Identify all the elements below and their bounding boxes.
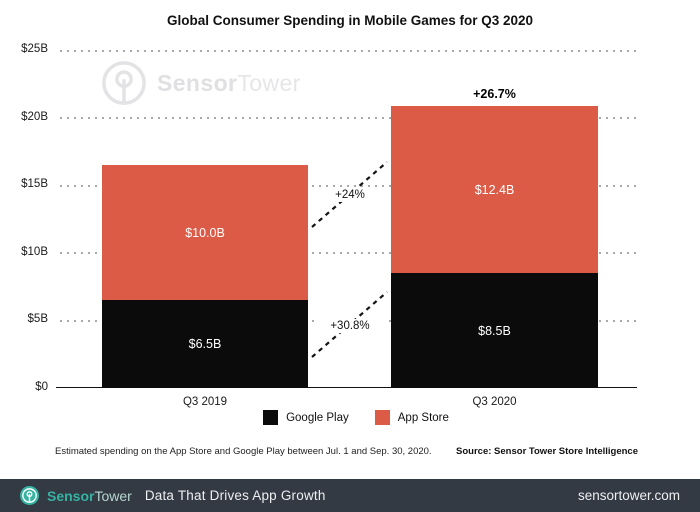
x-axis-label: Q3 2020 (472, 396, 517, 408)
bar-segment-app-store: $12.4B (391, 105, 598, 274)
y-axis-tick-label: $25B (21, 43, 48, 55)
growth-label: +24% (314, 188, 386, 202)
y-axis-tick-label: $20B (21, 110, 48, 123)
sensortower-footer-logo-icon (20, 486, 39, 505)
footnote-row: Estimated spending on the App Store and … (55, 446, 638, 457)
chart-title: Global Consumer Spending in Mobile Games… (166, 13, 534, 28)
footer-bar: SensorTower Data That Drives App Growth … (0, 479, 700, 512)
sensortower-logo-icon (102, 61, 146, 105)
watermark: Sensor Tower (101, 60, 301, 106)
bar-segment-app-store: $10.0B (102, 165, 308, 301)
growth-label: +30.8% (314, 319, 386, 333)
y-axis-tick-label: $5B (27, 313, 48, 325)
bar-value-label: $8.5B (478, 323, 511, 338)
x-axis-label: Q3 2019 (182, 396, 228, 408)
methodology-note: Estimated spending on the App Store and … (55, 446, 432, 457)
watermark-brand-bold: Sensor (157, 69, 238, 96)
footer-tagline: Data That Drives App Growth (144, 488, 326, 503)
source-credit: Source: Sensor Tower Store Intelligence (456, 446, 638, 457)
x-axis-line (56, 387, 637, 388)
y-axis-tick-label: $15B (21, 178, 48, 190)
watermark-brand-light: Tower (237, 69, 301, 96)
plot-area: Sensor Tower $0 $5B $10B $15B $20B $25B $6.5B $1… (21, 43, 637, 408)
gridline (60, 252, 637, 254)
bar-value-label: $12.4B (474, 182, 515, 197)
legend-label-app-store: App Store (397, 411, 449, 424)
bar-value-label: $10.0B (185, 225, 225, 240)
total-growth-label: +26.7% (473, 86, 516, 101)
bar-value-label: $6.5B (188, 337, 222, 352)
gridline (60, 117, 637, 119)
bar-segment-google-play: $6.5B (102, 300, 308, 388)
footer-brand: SensorTower (47, 488, 132, 504)
y-axis-tick-label: $0 (35, 380, 48, 393)
app-store-swatch (374, 410, 390, 425)
footer-url-link[interactable]: sensortower.com (577, 488, 680, 503)
legend-item-app-store: App Store (374, 410, 449, 425)
footer-brand-bold: Sensor (47, 487, 95, 504)
bar-segment-google-play: $8.5B (391, 273, 598, 388)
footer-brand-light: Tower (94, 487, 132, 504)
legend: Google Play App Store (6, 410, 700, 425)
gridline (60, 49, 637, 52)
legend-item-google-play: Google Play (263, 410, 349, 425)
y-axis-tick-label: $10B (21, 245, 48, 258)
google-play-swatch (263, 410, 279, 425)
legend-label-google-play: Google Play (286, 411, 349, 424)
